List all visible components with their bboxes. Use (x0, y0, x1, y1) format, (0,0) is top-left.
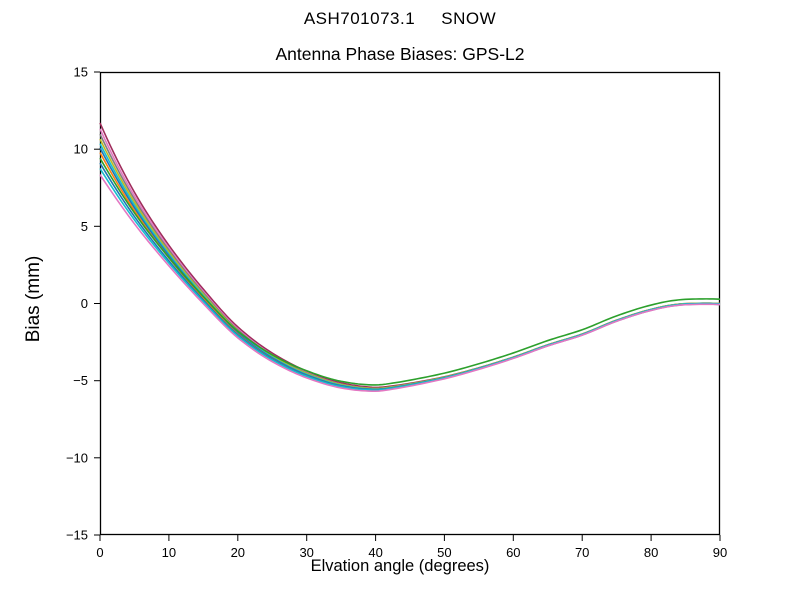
svg-text:−10: −10 (66, 450, 88, 465)
svg-text:60: 60 (506, 545, 520, 560)
svg-text:−5: −5 (73, 373, 88, 388)
svg-text:20: 20 (231, 545, 245, 560)
svg-text:0: 0 (81, 296, 88, 311)
svg-text:80: 80 (644, 545, 658, 560)
svg-text:5: 5 (81, 219, 88, 234)
svg-text:−15: −15 (66, 528, 88, 543)
svg-text:15: 15 (74, 65, 88, 80)
svg-text:90: 90 (713, 545, 727, 560)
svg-text:40: 40 (368, 545, 382, 560)
svg-text:70: 70 (575, 545, 589, 560)
svg-text:10: 10 (162, 545, 176, 560)
svg-text:50: 50 (437, 545, 451, 560)
svg-text:10: 10 (74, 142, 88, 157)
svg-text:0: 0 (96, 545, 103, 560)
svg-text:30: 30 (299, 545, 313, 560)
